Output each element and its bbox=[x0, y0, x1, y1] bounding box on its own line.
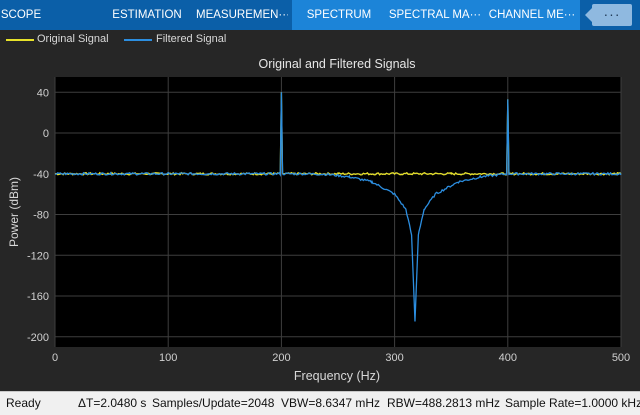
x-axis-ticks: 0 100 200 300 400 500 bbox=[52, 352, 630, 364]
legend-original-swatch[interactable] bbox=[6, 39, 34, 41]
tab-scope[interactable]: SCOPE bbox=[0, 9, 42, 21]
x-tick-label: 0 bbox=[52, 352, 58, 364]
series-filtered-signal bbox=[54, 92, 622, 322]
tab-spectral-mask[interactable]: SPECTRAL MA··· bbox=[386, 0, 484, 30]
status-bar: Ready ΔT=2.0480 s Samples/Update=2048 VB… bbox=[0, 391, 640, 415]
y-axis-ticks: 40 0 -40 -80 -120 -160 -200 bbox=[27, 87, 49, 344]
status-samples-update: Samples/Update=2048 bbox=[152, 396, 275, 410]
more-tabs-button[interactable]: ··· bbox=[585, 4, 632, 26]
spectrum-plot[interactable]: Original and Filtered Signals 400-40-80-… bbox=[0, 49, 640, 391]
y-tick-label: 40 bbox=[37, 87, 49, 99]
x-tick-label: 300 bbox=[385, 352, 403, 364]
legend-original-label[interactable]: Original Signal bbox=[37, 33, 109, 45]
status-ready: Ready bbox=[6, 396, 41, 410]
status-rbw: RBW=488.2813 mHz bbox=[387, 396, 501, 410]
status-sample-rate: Sample Rate=1.0000 kHz bbox=[505, 396, 640, 410]
status-delta-t: ΔT=2.0480 s bbox=[78, 396, 147, 410]
x-axis-label: Frequency (Hz) bbox=[294, 369, 380, 383]
tab-channel-measurements[interactable]: CHANNEL ME··· bbox=[484, 0, 580, 30]
tab-measurements[interactable]: MEASUREMEN··· bbox=[196, 9, 288, 21]
tab-spectrum[interactable]: SPECTRUM bbox=[292, 0, 386, 30]
legend-filtered-swatch[interactable] bbox=[124, 39, 152, 41]
toolstrip-tabs: SCOPE ESTIMATION MEASUREMEN··· SPECTRUM … bbox=[0, 0, 640, 30]
y-tick-label: -80 bbox=[33, 210, 49, 222]
y-tick-label: 0 bbox=[43, 128, 49, 140]
series-layer bbox=[54, 92, 622, 322]
x-tick-label: 500 bbox=[612, 352, 630, 364]
status-vbw: VBW=8.6347 mHz bbox=[281, 396, 381, 410]
chart-title: Original and Filtered Signals bbox=[258, 57, 415, 71]
legend-filtered-label[interactable]: Filtered Signal bbox=[156, 33, 227, 45]
y-tick-label: -200 bbox=[27, 332, 49, 344]
y-axis-label: Power (dBm) bbox=[7, 177, 21, 247]
legend: Original Signal Filtered Signal bbox=[0, 30, 640, 49]
x-tick-label: 100 bbox=[159, 352, 177, 364]
x-tick-label: 400 bbox=[499, 352, 517, 364]
y-tick-label: -160 bbox=[27, 291, 49, 303]
y-tick-label: -120 bbox=[27, 250, 49, 262]
x-tick-label: 200 bbox=[272, 352, 290, 364]
tab-estimation[interactable]: ESTIMATION bbox=[112, 9, 182, 21]
y-tick-label: -40 bbox=[33, 169, 49, 181]
